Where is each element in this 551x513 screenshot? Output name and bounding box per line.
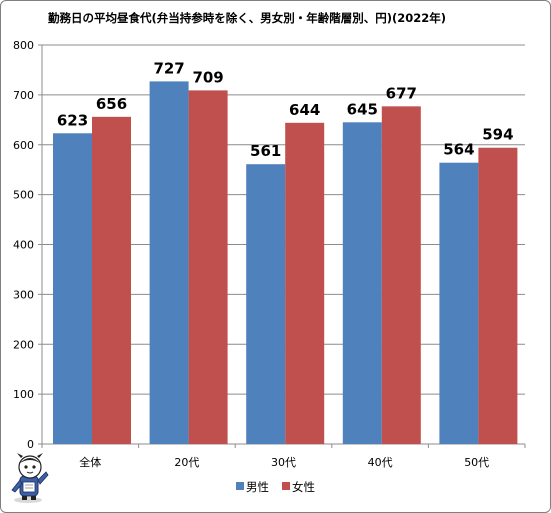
x-axis-ticks: 全体 20代 30代 40代 50代 bbox=[41, 444, 526, 469]
x-tick-label: 30代 bbox=[271, 456, 296, 469]
y-tick-label: 800 bbox=[13, 39, 34, 52]
mascot-character-icon bbox=[11, 453, 49, 503]
y-tick-label: 600 bbox=[13, 139, 34, 152]
data-label: 727 bbox=[153, 59, 184, 77]
y-tick-label: 500 bbox=[13, 189, 34, 202]
bar-female bbox=[188, 90, 228, 444]
x-tick-label: 40代 bbox=[368, 456, 393, 469]
y-tick-label: 200 bbox=[13, 338, 34, 351]
bar-female bbox=[478, 147, 518, 444]
x-tick-label: 50代 bbox=[464, 456, 489, 469]
legend-label-female: 女性 bbox=[292, 480, 315, 494]
data-label: 677 bbox=[386, 84, 417, 102]
y-tick-label: 300 bbox=[13, 288, 34, 301]
y-tick-label: 400 bbox=[13, 239, 34, 252]
bar-male bbox=[342, 122, 382, 445]
bar-female bbox=[92, 116, 131, 444]
data-label: 623 bbox=[57, 111, 88, 129]
data-label: 594 bbox=[482, 126, 513, 144]
bar-male bbox=[53, 133, 92, 444]
y-tick-label: 0 bbox=[27, 438, 34, 451]
y-axis-ticks: 0 100 200 300 400 500 600 700 800 bbox=[13, 39, 42, 451]
bar-male bbox=[246, 164, 286, 445]
bar-female bbox=[381, 106, 421, 444]
data-label: 644 bbox=[289, 101, 320, 119]
y-tick-label: 700 bbox=[13, 89, 34, 102]
data-label: 564 bbox=[443, 141, 474, 159]
data-labels: 623 656 727 709 561 644 645 677 564 594 bbox=[57, 59, 514, 160]
chart-title: 勤務日の平均昼食代(弁当持参時を除く、男女別・年齢階層別、円)(2022年) bbox=[48, 11, 446, 25]
bar-male bbox=[149, 81, 189, 444]
y-tick-label: 100 bbox=[13, 388, 34, 401]
bar-male bbox=[439, 162, 479, 444]
legend-swatch-male bbox=[236, 482, 244, 490]
legend-swatch-female bbox=[282, 482, 290, 490]
x-tick-label: 20代 bbox=[174, 456, 199, 469]
bars bbox=[53, 81, 518, 445]
data-label: 561 bbox=[250, 142, 281, 160]
data-label: 645 bbox=[347, 100, 378, 118]
legend-label-male: 男性 bbox=[246, 480, 269, 494]
data-label: 709 bbox=[192, 68, 223, 86]
bar-female bbox=[285, 122, 325, 445]
x-tick-label: 全体 bbox=[79, 455, 101, 469]
legend: 男性 女性 bbox=[236, 480, 315, 494]
data-label: 656 bbox=[96, 95, 127, 113]
